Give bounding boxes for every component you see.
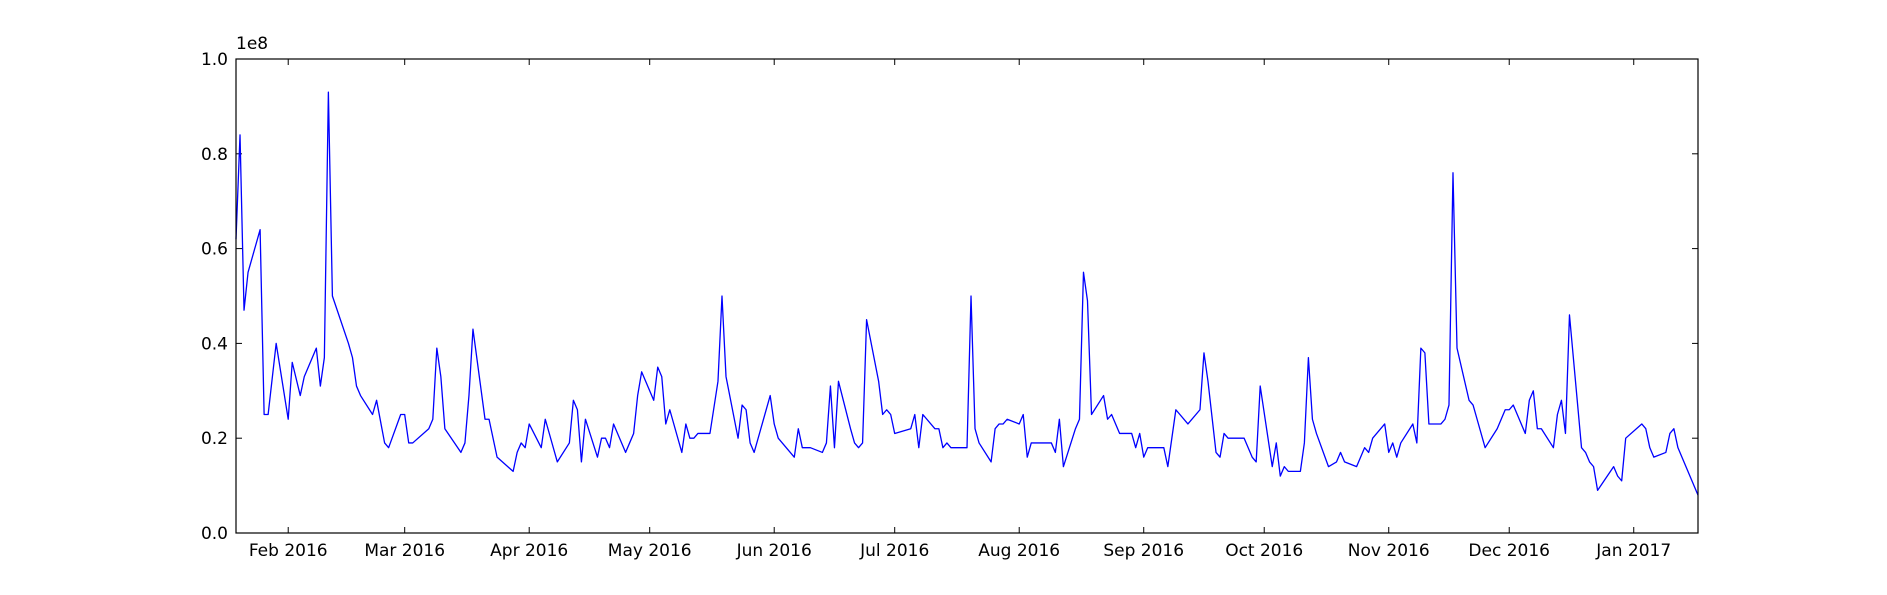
x-tick-label: Sep 2016: [1103, 541, 1184, 561]
y-tick-label: 1.0: [201, 50, 228, 70]
y-tick-label: 0.4: [201, 334, 228, 354]
x-tick-label: Apr 2016: [490, 541, 568, 561]
y-tick-label: 0.8: [201, 145, 228, 165]
x-tick-label: May 2016: [608, 541, 692, 561]
x-tick-label: Aug 2016: [978, 541, 1060, 561]
x-tick-label: Jan 2017: [1595, 541, 1671, 561]
x-tick-label: Jul 2016: [859, 541, 929, 561]
y-offset-label: 1e8: [236, 34, 268, 54]
x-tick-label: Oct 2016: [1225, 541, 1303, 561]
data-line: [235, 91, 1699, 496]
x-tick-label: Feb 2016: [249, 541, 328, 561]
y-tick-label: 0.0: [201, 524, 228, 544]
x-tick-label: Mar 2016: [364, 541, 445, 561]
plot-frame: [235, 58, 1699, 534]
x-tick-label: Nov 2016: [1348, 541, 1430, 561]
x-tick-label: Dec 2016: [1468, 541, 1550, 561]
y-tick-label: 0.2: [201, 429, 228, 449]
y-tick-label: 0.6: [201, 240, 228, 260]
x-tick-label: Jun 2016: [736, 541, 812, 561]
